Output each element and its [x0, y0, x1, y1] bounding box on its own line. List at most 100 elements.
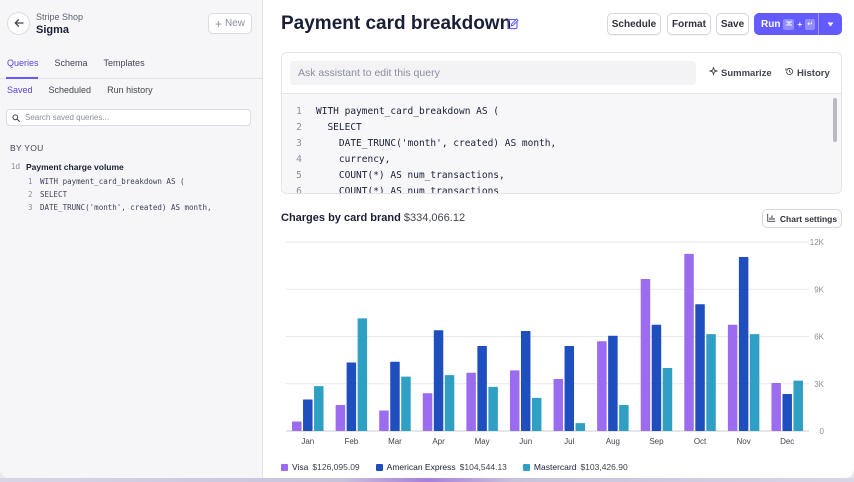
tab-templates[interactable]: Templates — [103, 58, 145, 68]
x-tick-label: Nov — [737, 437, 751, 446]
bar-american-express — [782, 393, 792, 431]
bar-chart-icon — [767, 213, 776, 224]
plus-icon: + — [214, 16, 222, 31]
bar-mastercard — [793, 380, 803, 431]
chart-settings-button[interactable]: Chart settings — [762, 209, 842, 228]
code-line-text: COUNT(*) AS num_transactions, — [316, 170, 505, 181]
history-button[interactable]: History — [785, 67, 830, 79]
code-line-number: 5 — [296, 170, 302, 181]
bar-american-express — [303, 399, 313, 431]
chart-legend: Visa $126,095.09 American Express $104,5… — [281, 462, 628, 472]
assistant-input[interactable] — [290, 61, 696, 85]
legend-label-amex: American Express — [386, 462, 456, 472]
legend-label-mastercard: Mastercard — [533, 462, 577, 472]
snippet-line-text: DATE_TRUNC('month', created) AS month, — [40, 203, 212, 212]
bar-mastercard — [575, 423, 586, 431]
window-bottom-edge — [0, 478, 854, 482]
code-line-number: 4 — [296, 154, 302, 165]
bar-visa — [509, 370, 520, 431]
x-tick-label: Dec — [780, 437, 794, 446]
bar-mastercard — [488, 386, 498, 431]
run-options-button[interactable] — [818, 13, 842, 35]
history-label: History — [797, 67, 830, 79]
sidebar: Stripe Shop Sigma + New Queries Schema T… — [0, 0, 263, 478]
new-label: New — [225, 18, 246, 29]
tab-schema[interactable]: Schema — [54, 58, 88, 68]
x-tick-label: Jul — [564, 437, 574, 446]
run-label: Run — [761, 18, 781, 30]
bar-mastercard — [619, 405, 629, 431]
chart-title-text: Charges by card brand — [281, 212, 401, 224]
page-title: Payment card breakdown — [281, 13, 512, 34]
code-line-text: WITH payment_card_breakdown AS ( — [316, 106, 500, 117]
new-query-button[interactable]: + New — [208, 13, 252, 34]
save-button[interactable]: Save — [716, 13, 749, 35]
bar-visa — [335, 405, 346, 431]
code-line: 3 DATE_TRUNC('month', created) AS month, — [282, 138, 556, 149]
back-button[interactable] — [8, 13, 29, 34]
bar-visa — [727, 324, 738, 431]
x-tick-label: Sep — [649, 437, 664, 446]
legend-swatch-amex — [375, 463, 383, 471]
editor-scrollbar[interactable] — [833, 98, 837, 142]
code-line-text: SELECT — [316, 122, 362, 133]
x-tick-label: May — [475, 437, 490, 446]
main-panel: Payment card breakdown Schedule Format S… — [264, 0, 854, 478]
chart-title: Charges by card brand $334,066.12 — [281, 212, 465, 224]
bar-chart: 0 3K 6K 9K 12K Jan Feb Mar Apr May Jun Jul Aug Sep Oct… — [286, 238, 825, 446]
query-name: Payment charge volume — [26, 162, 124, 172]
subtab-scheduled[interactable]: Scheduled — [48, 85, 92, 95]
format-button[interactable]: Format — [667, 13, 711, 35]
code-line: 4 currency, — [282, 154, 390, 165]
snippet-line: 3 DATE_TRUNC('month', created) AS month, — [28, 203, 212, 212]
subtab-saved[interactable]: Saved — [7, 85, 33, 95]
section-label-by-you: BY YOU — [10, 143, 44, 153]
schedule-button[interactable]: Schedule — [607, 13, 661, 35]
tab-queries[interactable]: Queries — [7, 58, 39, 68]
bar-american-express — [564, 345, 575, 431]
snippet-line-number: 2 — [28, 190, 33, 199]
code-area[interactable]: 1 WITH payment_card_breakdown AS ( 2 SELE… — [282, 94, 841, 194]
chart-settings-label: Chart settings — [779, 213, 838, 224]
tabs-divider — [0, 78, 262, 79]
edit-title-icon[interactable] — [507, 17, 519, 35]
search-input[interactable] — [25, 113, 235, 122]
bar-mastercard — [531, 397, 542, 431]
run-button[interactable]: Run ⌘ + ↵ — [754, 13, 818, 35]
snippet-line-number: 1 — [28, 177, 33, 186]
bar-american-express — [608, 335, 618, 431]
assistant-bar: Summarize History — [282, 53, 841, 94]
bar-american-express — [390, 361, 400, 431]
bar-visa — [422, 393, 433, 431]
bar-american-express — [346, 362, 357, 431]
legend-swatch-visa — [281, 463, 288, 471]
code-line-text: currency, — [316, 154, 391, 165]
bar-mastercard — [662, 368, 673, 431]
bar-american-express — [695, 304, 705, 431]
legend-label-visa: Visa — [292, 462, 309, 472]
app-name: Stripe Shop — [36, 12, 84, 22]
sidebar-subtabs: Saved Scheduled Run history — [7, 85, 153, 95]
legend-item-amex[interactable]: American Express $104,544.13 — [375, 462, 507, 472]
bar-american-express — [520, 330, 531, 431]
legend-swatch-mastercard — [522, 463, 530, 471]
legend-item-visa[interactable]: Visa $126,095.09 — [281, 462, 360, 472]
caret-down-icon — [827, 20, 834, 29]
summarize-button[interactable]: Summarize — [708, 66, 772, 79]
summarize-label: Summarize — [721, 67, 772, 79]
shortcut-cmd-key: ⌘ — [783, 18, 795, 30]
bar-visa — [640, 279, 651, 431]
y-tick-label: 6K — [814, 333, 824, 342]
code-line-number: 6 — [296, 186, 302, 194]
x-tick-label: Oct — [694, 437, 707, 446]
code-line: 6 COUNT(*) AS num_transactions — [282, 186, 499, 194]
x-tick-label: Apr — [432, 437, 445, 446]
sidebar-tabs: Queries Schema Templates — [7, 58, 145, 68]
x-tick-label: Jan — [301, 437, 314, 446]
subtab-run-history[interactable]: Run history — [107, 85, 153, 95]
active-tab-indicator — [6, 77, 38, 79]
legend-item-mastercard[interactable]: Mastercard $103,426.90 — [522, 462, 628, 472]
bar-visa — [553, 379, 564, 431]
x-tick-label: Aug — [606, 437, 620, 446]
